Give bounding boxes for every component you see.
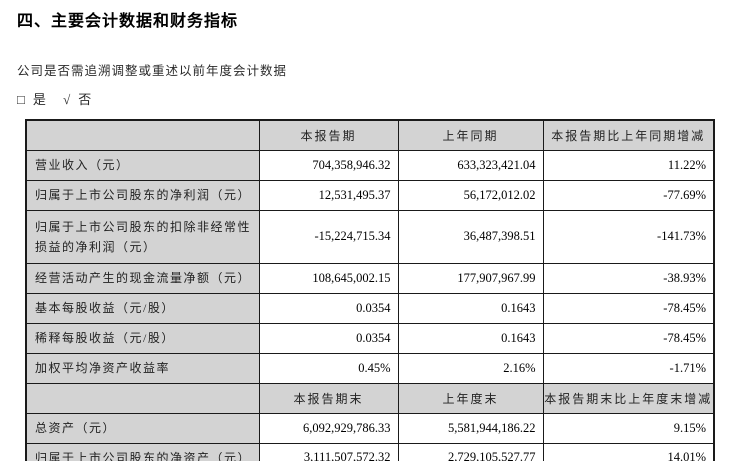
table-row: 基本每股收益（元/股） 0.0354 0.1643 -78.45% <box>25 292 715 324</box>
table-header-end-of-period: 本报告期末 上年度末 本报告期末比上年度末增减 <box>25 382 715 414</box>
table-header-period: 本报告期 上年同期 本报告期比上年同期增减 <box>25 119 715 151</box>
cell-prior: 177,907,967.99 <box>397 262 544 294</box>
cell-change: 14.01% <box>542 442 715 461</box>
row-label: 经营活动产生的现金流量净额（元） <box>25 262 260 294</box>
table-row: 稀释每股收益（元/股） 0.0354 0.1643 -78.45% <box>25 322 715 354</box>
restatement-question: 公司是否需追溯调整或重述以前年度会计数据 <box>17 64 288 78</box>
cell-current: 704,358,946.32 <box>258 149 399 181</box>
cell-change: 9.15% <box>542 412 715 444</box>
section-title: 四、主要会计数据和财务指标 <box>17 13 239 30</box>
option-no-label: 否 <box>78 92 92 107</box>
row-label: 归属于上市公司股东的净利润（元） <box>25 179 260 211</box>
row-label: 基本每股收益（元/股） <box>25 292 260 324</box>
checkbox-checked-icon: √ <box>63 92 71 107</box>
cell-current: 0.0354 <box>258 292 399 324</box>
cell-change: -77.69% <box>542 179 715 211</box>
cell-current: 0.0354 <box>258 322 399 354</box>
table-row: 归属于上市公司股东的扣除非经常性损益的净利润（元） -15,224,715.34… <box>25 209 715 264</box>
cell-change: 11.22% <box>542 149 715 181</box>
cell-change: -38.93% <box>542 262 715 294</box>
header-prior-period: 上年同期 <box>397 119 544 151</box>
header-current-end: 本报告期末 <box>258 382 399 414</box>
table-row: 经营活动产生的现金流量净额（元） 108,645,002.15 177,907,… <box>25 262 715 294</box>
table-row: 加权平均净资产收益率 0.45% 2.16% -1.71% <box>25 352 715 384</box>
option-yes: □ 是 <box>17 92 46 107</box>
cell-prior: 2,729,105,527.77 <box>397 442 544 461</box>
header-end-change: 本报告期末比上年度末增减 <box>542 382 715 414</box>
cell-prior: 633,323,421.04 <box>397 149 544 181</box>
row-label: 归属于上市公司股东的扣除非经常性损益的净利润（元） <box>25 209 260 264</box>
cell-prior: 56,172,012.02 <box>397 179 544 211</box>
restatement-choice: □ 是 √ 否 <box>17 89 730 108</box>
option-yes-label: 是 <box>32 92 46 107</box>
header-blank <box>25 119 260 151</box>
cell-prior: 36,487,398.51 <box>397 209 544 264</box>
checkbox-unchecked-icon: □ <box>17 92 25 107</box>
cell-current: 3,111,507,572.32 <box>258 442 399 461</box>
cell-prior: 2.16% <box>397 352 544 384</box>
cell-prior: 0.1643 <box>397 292 544 324</box>
header-current-period: 本报告期 <box>258 119 399 151</box>
row-label: 稀释每股收益（元/股） <box>25 322 260 354</box>
financial-indicators-table: 本报告期 上年同期 本报告期比上年同期增减 营业收入（元） 704,358,94… <box>25 119 715 461</box>
cell-prior: 5,581,944,186.22 <box>397 412 544 444</box>
header-blank <box>25 382 260 414</box>
cell-current: 6,092,929,786.33 <box>258 412 399 444</box>
table-row: 归属于上市公司股东的净资产（元） 3,111,507,572.32 2,729,… <box>25 442 715 461</box>
table-row: 归属于上市公司股东的净利润（元） 12,531,495.37 56,172,01… <box>25 179 715 211</box>
cell-change: -78.45% <box>542 322 715 354</box>
cell-current: 0.45% <box>258 352 399 384</box>
cell-current: -15,224,715.34 <box>258 209 399 264</box>
row-label: 归属于上市公司股东的净资产（元） <box>25 442 260 461</box>
header-period-change: 本报告期比上年同期增减 <box>542 119 715 151</box>
table-row: 营业收入（元） 704,358,946.32 633,323,421.04 11… <box>25 149 715 181</box>
cell-current: 108,645,002.15 <box>258 262 399 294</box>
cell-prior: 0.1643 <box>397 322 544 354</box>
option-no: √ 否 <box>63 92 91 107</box>
row-label: 总资产（元） <box>25 412 260 444</box>
header-prior-end: 上年度末 <box>397 382 544 414</box>
row-label: 加权平均净资产收益率 <box>25 352 260 384</box>
cell-change: -78.45% <box>542 292 715 324</box>
table-row: 总资产（元） 6,092,929,786.33 5,581,944,186.22… <box>25 412 715 444</box>
cell-current: 12,531,495.37 <box>258 179 399 211</box>
cell-change: -141.73% <box>542 209 715 264</box>
row-label: 营业收入（元） <box>25 149 260 181</box>
cell-change: -1.71% <box>542 352 715 384</box>
